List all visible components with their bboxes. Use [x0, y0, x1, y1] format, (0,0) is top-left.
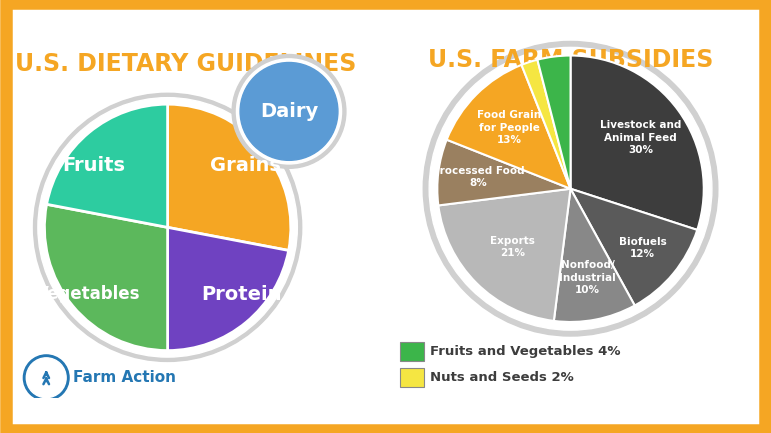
Wedge shape: [446, 65, 571, 189]
Text: Fruits and Vegetables 4%: Fruits and Vegetables 4%: [430, 345, 621, 358]
Circle shape: [237, 59, 342, 164]
Text: Grains: Grains: [210, 156, 281, 175]
Wedge shape: [537, 55, 571, 189]
Text: Farm Action: Farm Action: [73, 370, 177, 385]
Text: Vegetables: Vegetables: [35, 285, 140, 304]
Text: Protein: Protein: [202, 285, 282, 304]
Circle shape: [232, 55, 346, 168]
Wedge shape: [439, 189, 571, 321]
Text: Biofuels
12%: Biofuels 12%: [618, 237, 666, 259]
Circle shape: [34, 93, 301, 362]
Circle shape: [429, 47, 712, 330]
Wedge shape: [571, 55, 704, 230]
Wedge shape: [437, 140, 571, 205]
Wedge shape: [46, 104, 167, 227]
Text: Processed Food
8%: Processed Food 8%: [432, 166, 524, 188]
Circle shape: [23, 355, 69, 401]
Wedge shape: [167, 227, 288, 351]
Wedge shape: [167, 104, 291, 250]
Circle shape: [423, 42, 718, 336]
Text: Fruits: Fruits: [62, 156, 125, 175]
Text: Nuts and Seeds 2%: Nuts and Seeds 2%: [430, 371, 574, 384]
Text: U.S. FARM SUBSIDIES: U.S. FARM SUBSIDIES: [428, 48, 713, 72]
Text: Livestock and
Animal Feed
30%: Livestock and Animal Feed 30%: [600, 120, 682, 155]
Text: Nonfood/
Industrial
10%: Nonfood/ Industrial 10%: [559, 260, 616, 295]
Wedge shape: [45, 204, 167, 351]
Text: Food Grain
for People
13%: Food Grain for People 13%: [477, 110, 541, 145]
Circle shape: [38, 98, 298, 357]
Bar: [400, 368, 424, 387]
Text: U.S. DIETARY GUIDELINES: U.S. DIETARY GUIDELINES: [15, 52, 356, 76]
Text: Exports
21%: Exports 21%: [490, 236, 534, 259]
Circle shape: [26, 358, 66, 397]
Wedge shape: [571, 189, 697, 306]
Bar: [400, 343, 424, 361]
Wedge shape: [521, 60, 571, 189]
Wedge shape: [554, 189, 635, 322]
Circle shape: [240, 62, 338, 160]
Text: Dairy: Dairy: [260, 102, 318, 121]
